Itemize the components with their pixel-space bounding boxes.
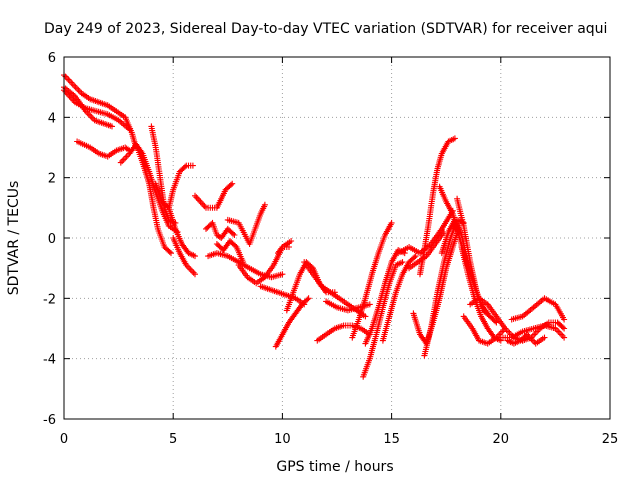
x-tick-label: 15 [383,432,400,447]
data-series [314,322,373,344]
data-series [165,204,198,260]
data-series [458,244,504,344]
x-tick-label: 10 [274,432,291,447]
data-series [379,253,419,344]
data-series [460,313,509,347]
axis-ticks: 0 5 10 15 20 25 -6 -4 -2 0 2 4 6 [43,51,618,447]
data-series [395,207,456,257]
data-series [203,219,238,241]
data-series [170,235,198,278]
y-tick-label: 6 [48,51,56,66]
data-series [192,180,236,211]
data-point-markers [314,322,373,344]
data-series [133,141,174,257]
data-series [349,219,395,341]
x-axis-label: GPS time / hours [276,459,393,475]
data-point-markers [454,195,500,326]
data-point-markers [203,219,238,241]
data-series [508,295,568,323]
data-point-markers [395,207,456,257]
data-series [148,123,179,226]
data-point-markers [360,259,406,380]
x-tick-label: 25 [602,432,619,447]
data-point-markers [224,201,268,247]
y-tick-label: -6 [43,413,56,428]
data-series [504,331,548,347]
data-point-markers [74,138,133,160]
data-series [360,259,406,380]
data-point-markers [170,235,198,278]
data-series [272,295,312,350]
data-point-markers [460,313,509,347]
data-point-markers [213,238,247,266]
x-tick-label: 5 [169,432,177,447]
data-point-markers [272,295,312,350]
data-point-markers [497,322,568,341]
y-tick-label: -4 [43,353,56,368]
data-series [275,244,292,257]
data-series [74,138,133,160]
y-tick-label: 0 [48,232,56,247]
data-point-markers [417,135,458,278]
data-series [497,322,568,341]
data-point-markers [148,123,179,226]
x-tick-label: 0 [60,432,68,447]
data-point-markers [133,141,174,257]
data-point-markers [192,180,236,211]
x-tick-label: 20 [493,432,510,447]
y-tick-label: 4 [48,111,56,126]
data-point-markers [504,331,548,347]
data-series [410,222,463,347]
data-series [417,135,458,278]
y-axis-label: SDTVAR / TECUs [6,181,22,296]
data-point-markers [275,244,292,257]
data-point-markers [349,219,395,341]
chart-title: Day 249 of 2023, Sidereal Day-to-day VTE… [44,21,607,37]
data-point-markers [508,295,568,323]
y-tick-label: 2 [48,172,56,187]
data-point-markers [379,253,419,344]
data-series [224,201,268,247]
data-point-markers [165,204,198,260]
data-point-markers [410,222,463,347]
y-tick-label: -2 [43,292,56,307]
data-layer [61,72,568,380]
data-point-markers [458,244,504,344]
data-series [213,238,247,266]
data-series [454,195,500,326]
